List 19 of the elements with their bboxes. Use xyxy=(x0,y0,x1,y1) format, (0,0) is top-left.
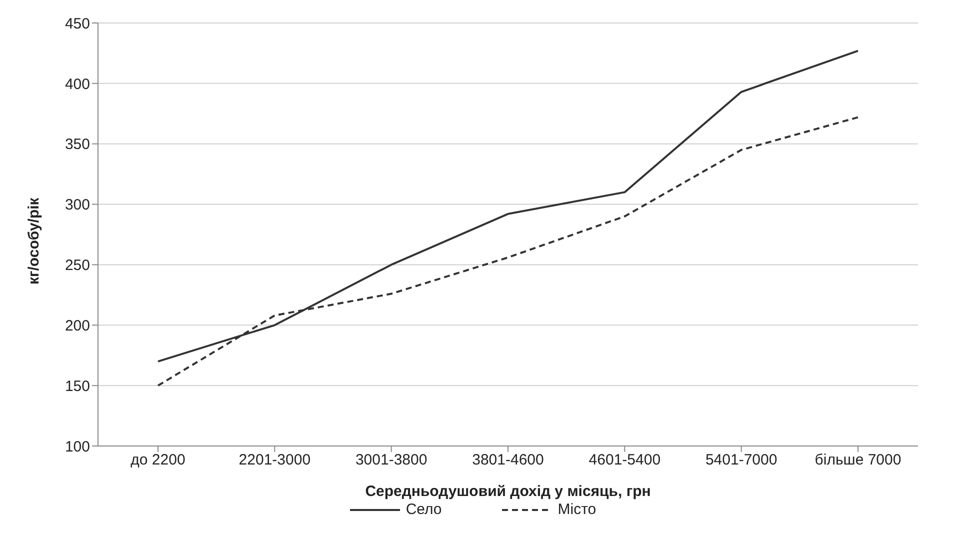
x-tick-label: 2201-3000 xyxy=(238,452,311,469)
x-tick-label: більше 7000 xyxy=(814,452,902,469)
x-tick-label: 5401-7000 xyxy=(705,452,778,469)
y-tick-label: 150 xyxy=(64,378,90,395)
y-tick-label: 400 xyxy=(64,76,90,93)
y-tick-label: 250 xyxy=(64,257,90,274)
y-tick-label: 450 xyxy=(64,15,90,32)
y-tick-label: 350 xyxy=(64,136,90,154)
y-tick-label: 100 xyxy=(64,438,90,456)
y-axis-title: кг/особу/рік xyxy=(25,197,42,284)
y-tick-label: 200 xyxy=(64,317,90,334)
x-tick-label: 3801-4600 xyxy=(472,452,544,469)
legend-label: Місто xyxy=(556,501,596,518)
y-tick-label: 300 xyxy=(64,196,90,214)
x-tick-label: 3001-3800 xyxy=(355,452,428,469)
x-tick-label: 4601-5400 xyxy=(588,452,661,469)
legend-label: Село xyxy=(404,501,442,518)
x-tick-label: до 2200 xyxy=(130,452,186,469)
x-axis-title: Середньодушовий дохід у місяць, грн xyxy=(365,483,651,500)
